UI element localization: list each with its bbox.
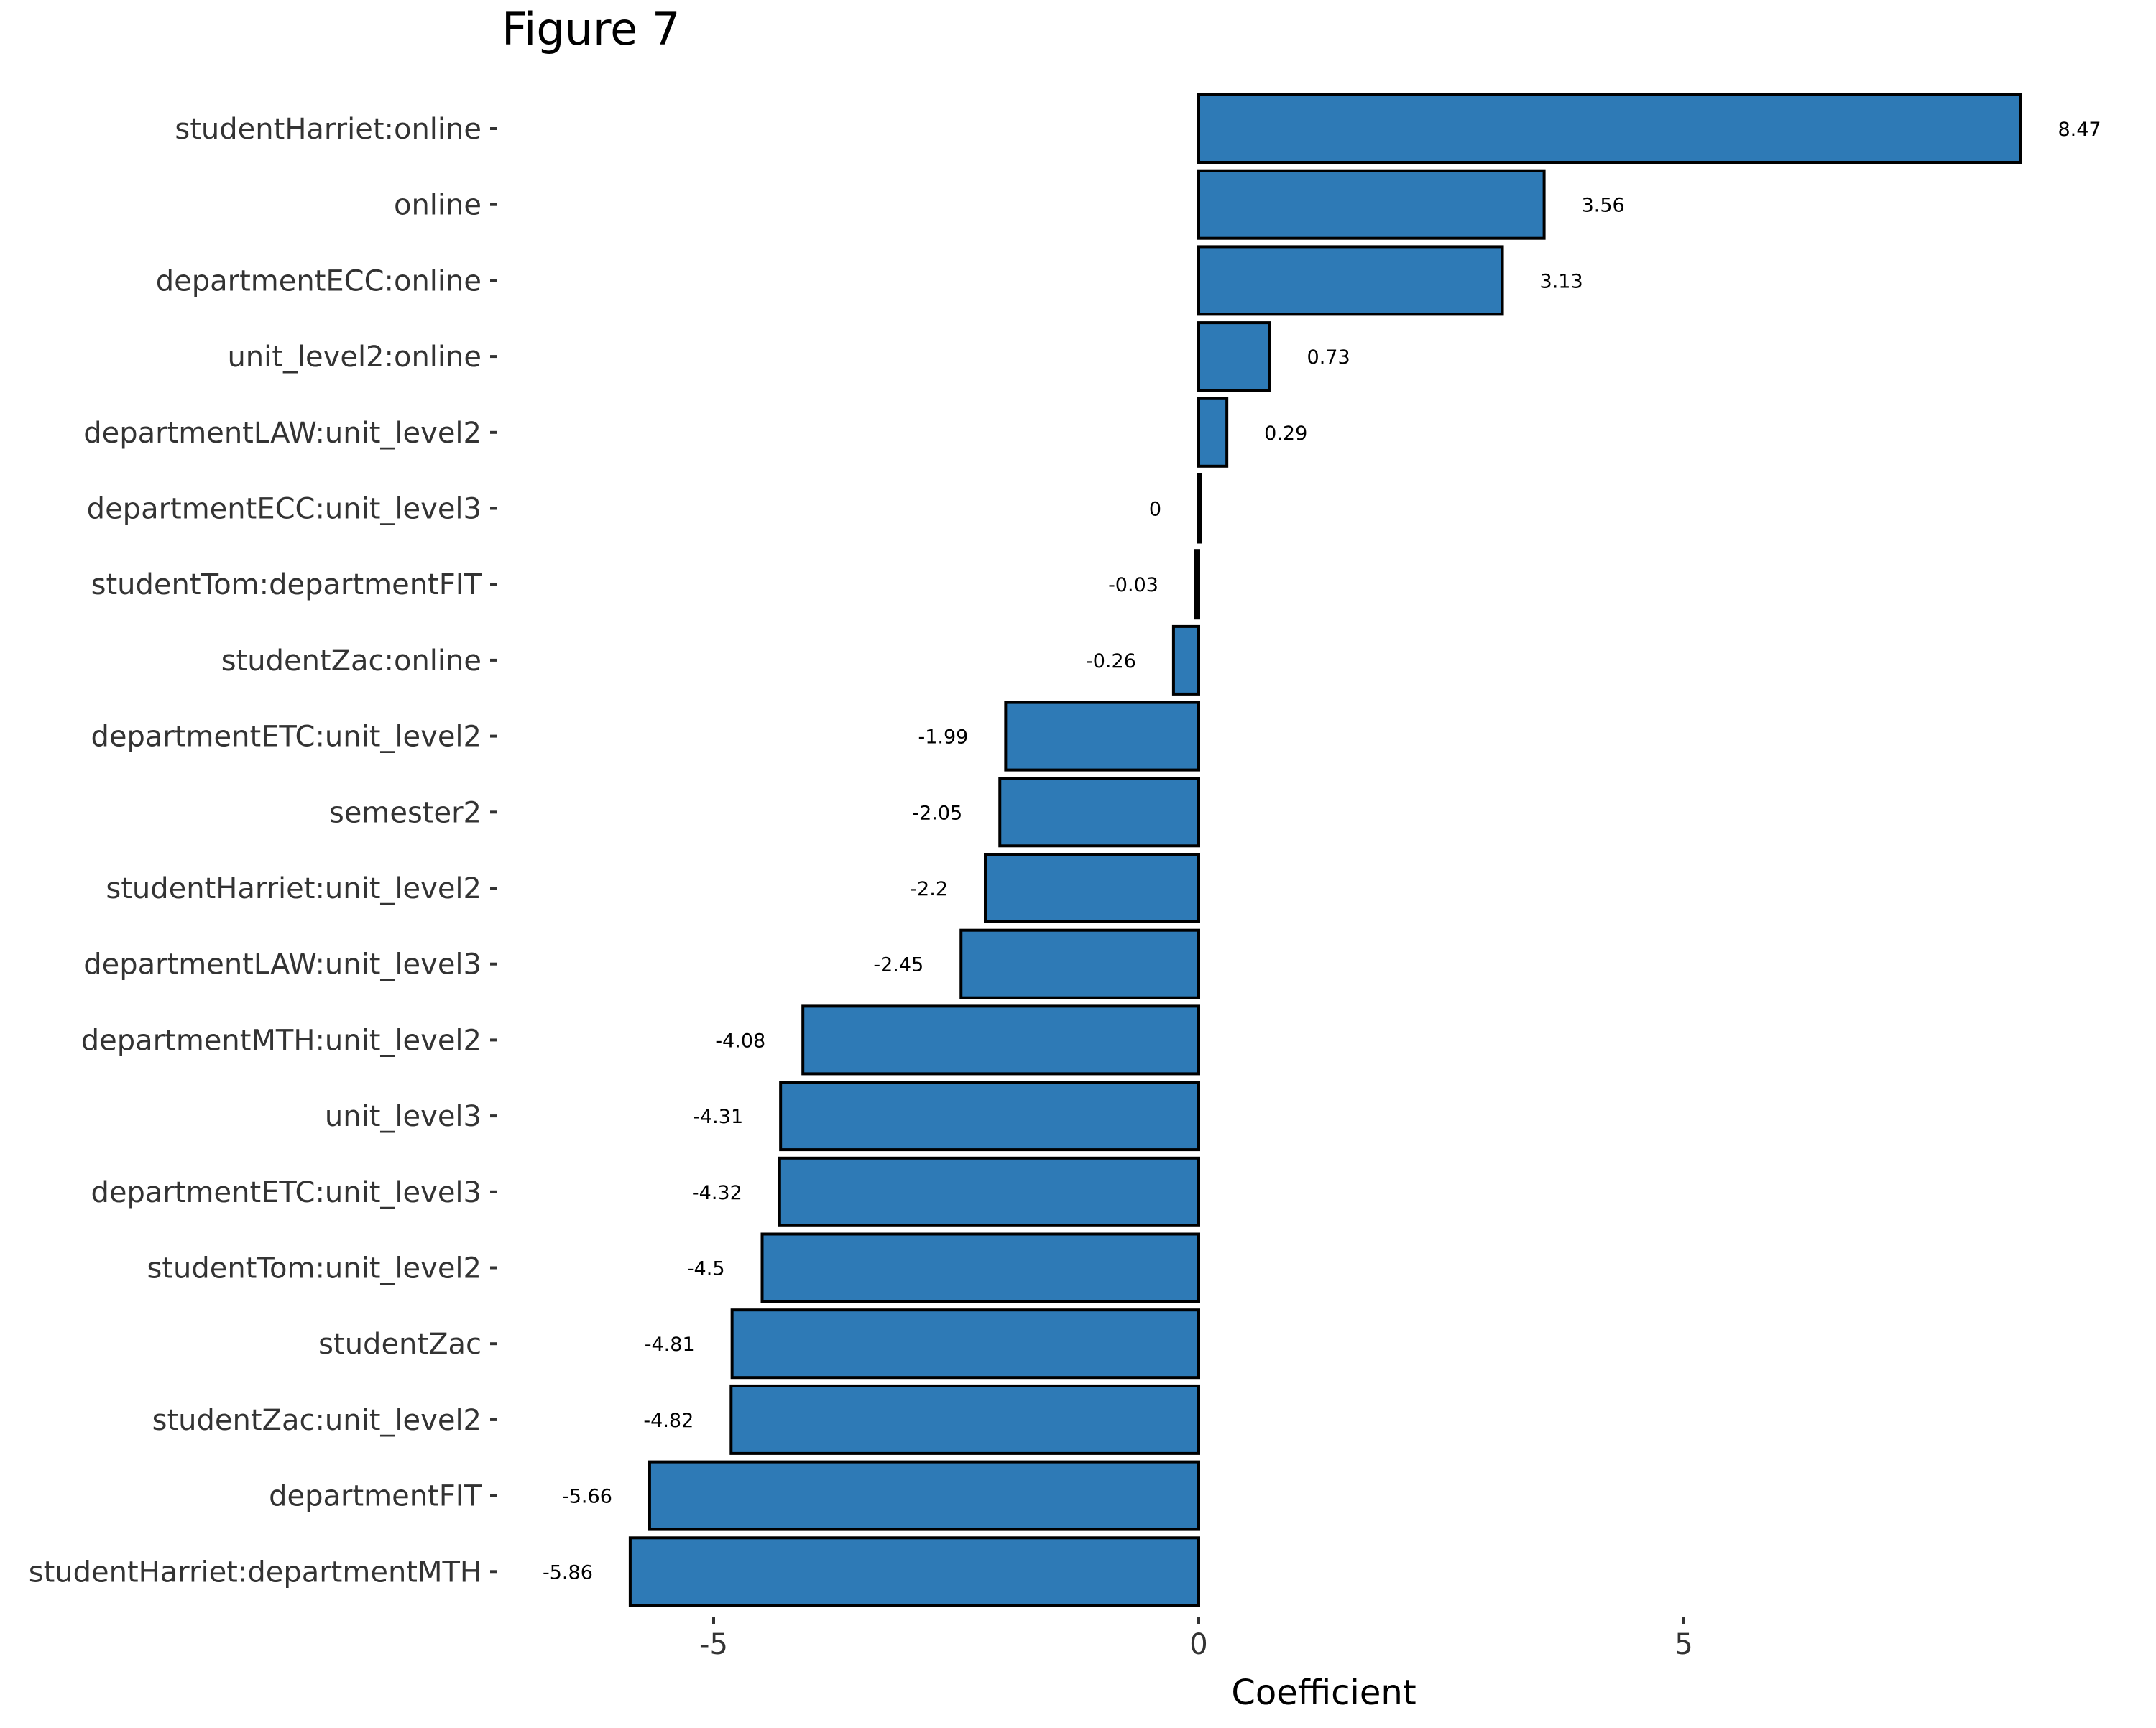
data-label: -4.5 [687,1258,725,1280]
data-labels-layer: 8.47 3.56 3.13 0.73 0.29 0 -0.03 -0.26 -1.99 -2.0… [543,119,2101,1584]
y-tick-label: studentHarriet:unit_level2 [106,872,482,905]
y-tick-label: studentTom:departmentFIT [91,568,482,601]
bars-layer [628,93,2022,1607]
data-label: -5.86 [543,1561,593,1584]
y-tick-label: departmentECC:online [156,264,482,297]
bar [628,1536,1200,1607]
y-tick-label: departmentLAW:unit_level2 [83,417,482,450]
y-tick-label: studentHarriet:departmentMTH [29,1556,482,1589]
x-tick-label: -5 [699,1628,728,1661]
bar [1197,169,1546,240]
y-tick-label: unit_level3 [325,1100,482,1133]
data-label: -4.81 [645,1334,695,1356]
bar [959,928,1200,999]
y-tick-label: online [394,189,482,222]
y-tick-label: departmentMTH:unit_level2 [81,1024,482,1057]
bar [1197,397,1229,468]
bar [1004,701,1200,772]
y-tick-label: unit_level2:online [227,341,482,374]
y-tick-label: departmentFIT [269,1480,482,1513]
bar [1197,93,2022,164]
x-axis: -5 0 5 [699,1617,1693,1661]
data-label: 3.56 [1582,195,1625,217]
bar [779,1081,1200,1152]
bar [998,777,1200,848]
bar [648,1460,1200,1531]
y-tick-label: departmentETC:unit_level3 [91,1176,482,1209]
data-label: 0.29 [1264,422,1307,445]
data-label: 3.13 [1540,270,1583,292]
x-tick-label: 5 [1674,1628,1692,1661]
y-tick-label: studentHarriet:online [175,113,482,146]
bar [1197,321,1271,392]
data-label: -0.26 [1086,650,1136,673]
data-label: 0 [1149,499,1161,521]
x-tick-label: 0 [1189,1628,1207,1661]
bar [778,1156,1201,1227]
data-label: -1.99 [918,726,968,749]
bar [1194,549,1200,620]
bar [729,1384,1200,1455]
y-tick-label: studentTom:unit_level2 [147,1252,482,1285]
data-label: -5.66 [562,1486,612,1508]
bar [984,853,1200,923]
y-tick-label: departmentETC:unit_level2 [91,721,482,754]
data-label: -2.45 [873,954,923,976]
bar [730,1308,1200,1380]
data-label: 0.73 [1307,346,1350,369]
x-axis-title: Coefficient [1231,1673,1416,1713]
data-label: -4.08 [715,1030,765,1052]
y-axis: studentHarriet:online online departmentECC… [29,113,497,1589]
bar [1197,473,1202,544]
y-tick-label: studentZac:online [221,644,482,678]
y-tick-label: studentZac [318,1328,482,1361]
bar [1171,624,1201,696]
data-label: -2.05 [912,802,962,824]
data-label: 8.47 [2058,119,2101,141]
data-label: -4.82 [643,1410,694,1432]
y-tick-label: semester2 [329,796,482,829]
bar [760,1232,1200,1303]
bar [801,1004,1200,1076]
y-tick-label: departmentECC:unit_level3 [87,493,482,526]
bar [1197,245,1504,316]
data-label: -2.2 [910,878,948,900]
y-tick-label: departmentLAW:unit_level3 [83,948,482,981]
y-tick-label: studentZac:unit_level2 [152,1404,482,1437]
data-label: -4.31 [693,1106,743,1128]
data-label: -0.03 [1108,574,1158,596]
data-label: -4.32 [692,1182,742,1204]
chart-title: Figure 7 [502,3,680,55]
